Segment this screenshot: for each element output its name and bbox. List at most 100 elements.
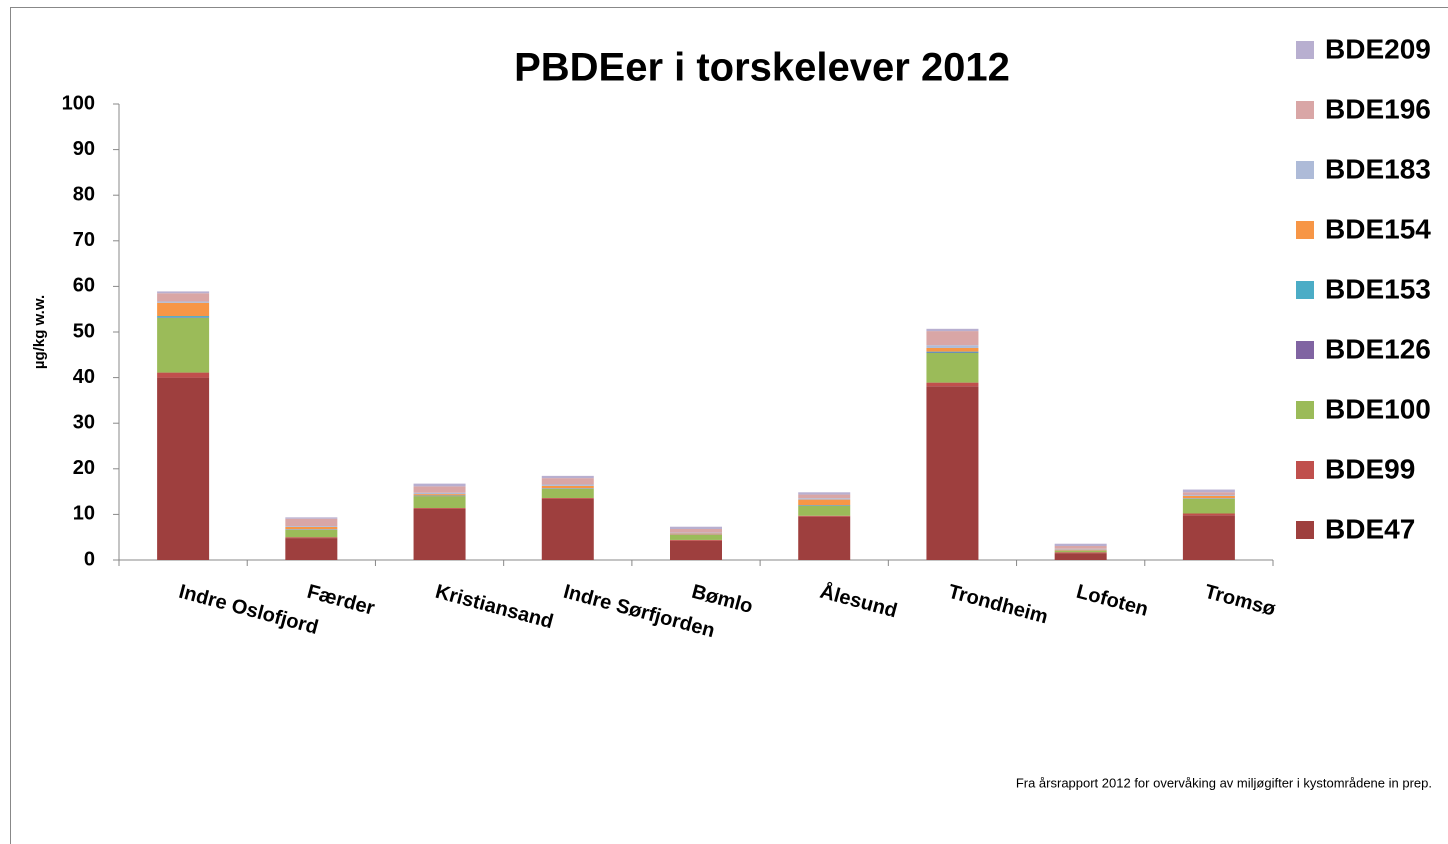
y-tick-label: 10 (73, 503, 95, 525)
bar-segment (1054, 546, 1107, 549)
bar-segment (798, 516, 851, 560)
bar-segment (798, 505, 851, 516)
bar-segment (157, 316, 210, 318)
legend-swatch (1296, 101, 1314, 119)
bar-segment (1054, 543, 1107, 547)
bar-segment (670, 540, 722, 560)
bar-segment (798, 499, 851, 506)
bar-segment (285, 526, 338, 527)
bar-segment (798, 494, 851, 499)
bar-segment (413, 496, 466, 509)
legend-label: BDE154 (1325, 213, 1431, 244)
bar-segment (1054, 552, 1107, 554)
bar-segment (157, 377, 210, 560)
bar-segment (1182, 515, 1235, 560)
bar-segment (926, 345, 979, 348)
bar-segment (413, 508, 466, 509)
bar-segment (413, 508, 466, 560)
bar-segment (285, 537, 338, 539)
legend-label: BDE153 (1325, 273, 1431, 304)
x-tick-label: Lofoten (1074, 581, 1151, 621)
bar-segment (157, 301, 210, 303)
y-tick-label: 60 (73, 275, 95, 297)
bar-segment (926, 328, 979, 332)
bar-segment (1182, 492, 1235, 496)
y-tick-label: 40 (73, 366, 95, 388)
bar-segment (157, 291, 210, 294)
x-tick-label: Bømlo (689, 581, 755, 618)
source-note: Fra årsrapport 2012 for overvåking av mi… (1016, 775, 1432, 790)
x-tick-label: Indre Oslofjord (176, 581, 320, 639)
bar-segment (926, 347, 979, 352)
bar-segment (1182, 489, 1235, 493)
bar-segment (798, 515, 851, 517)
bar-segment (1182, 495, 1235, 499)
y-tick-label: 70 (73, 229, 95, 251)
bar-segment (670, 528, 722, 533)
bar-segment (157, 302, 210, 317)
legend-swatch (1296, 401, 1314, 419)
bar-segment (670, 532, 722, 534)
bar-segment (1054, 553, 1107, 560)
x-tick-label: Trondheim (946, 581, 1050, 629)
bar-segment (926, 351, 979, 353)
bar-segment (670, 534, 722, 540)
bar-segment (1054, 549, 1107, 551)
bar-segment (285, 526, 338, 530)
bar-segment (670, 526, 722, 529)
y-tick-label: 0 (84, 548, 95, 570)
x-tick-label: Tromsø (1202, 581, 1278, 621)
bar-segment (926, 386, 979, 560)
y-tick-label: 100 (62, 92, 95, 114)
y-tick-label: 50 (73, 320, 95, 342)
legend-label: BDE99 (1325, 453, 1415, 484)
x-tick-label: Ålesund (818, 579, 900, 623)
legend-swatch (1296, 341, 1314, 359)
bar-segment (157, 317, 210, 373)
bar-segment (541, 475, 594, 479)
bar-segment (1182, 498, 1235, 514)
bar-segment (670, 539, 722, 541)
bar-segment (541, 484, 594, 486)
bar-segment (926, 382, 979, 387)
y-tick-label: 20 (73, 457, 95, 479)
legend-label: BDE126 (1325, 333, 1431, 364)
legend-label: BDE209 (1325, 33, 1431, 64)
legend-label: BDE183 (1325, 153, 1431, 184)
bar-segment (285, 517, 338, 519)
bar-segment (1182, 495, 1235, 496)
bar-segment (285, 529, 338, 538)
x-tick-label: Færder (305, 581, 377, 620)
bar-segment (285, 538, 338, 560)
y-tick-label: 80 (73, 183, 95, 205)
bar-segment (1054, 548, 1107, 550)
legend-swatch (1296, 461, 1314, 479)
legend-swatch (1296, 281, 1314, 299)
bar-segment (413, 483, 466, 487)
legend-label: BDE100 (1325, 393, 1431, 424)
legend-swatch (1296, 221, 1314, 239)
bar-segment (926, 352, 979, 383)
bar-segment (157, 293, 210, 302)
bar-segment (541, 497, 594, 499)
legend-swatch (1296, 41, 1314, 59)
bar-segment (285, 518, 338, 527)
bar-segment (541, 498, 594, 560)
bar-segment (541, 485, 594, 489)
bar-segment (798, 498, 851, 500)
frame (10, 7, 1448, 844)
bar-segment (1054, 550, 1107, 553)
bar-segment (798, 492, 851, 495)
y-tick-label: 30 (73, 411, 95, 433)
bar-segment (157, 372, 210, 378)
bar-segment (926, 331, 979, 346)
bar-segment (413, 494, 466, 496)
legend-swatch (1296, 521, 1314, 539)
y-axis-label: µg/kg w.w. (31, 295, 48, 369)
x-tick-label: Kristiansand (433, 581, 556, 634)
bar-segment (1182, 513, 1235, 516)
bar-segment (413, 486, 466, 493)
legend-label: BDE47 (1325, 513, 1415, 544)
legend-label: BDE196 (1325, 93, 1431, 124)
